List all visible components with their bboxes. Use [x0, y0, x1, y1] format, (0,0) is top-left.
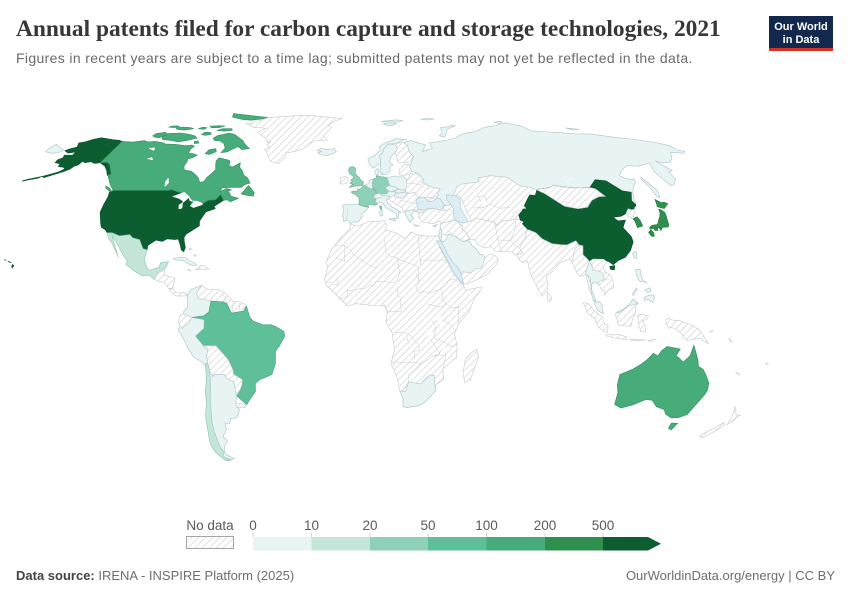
svg-text:20: 20	[362, 518, 377, 533]
svg-text:500: 500	[592, 518, 615, 533]
svg-text:200: 200	[534, 518, 557, 533]
svg-text:50: 50	[420, 518, 435, 533]
svg-text:0: 0	[249, 518, 257, 533]
svg-text:100: 100	[475, 518, 498, 533]
svg-text:10: 10	[304, 518, 319, 533]
svg-text:No data: No data	[186, 518, 234, 533]
